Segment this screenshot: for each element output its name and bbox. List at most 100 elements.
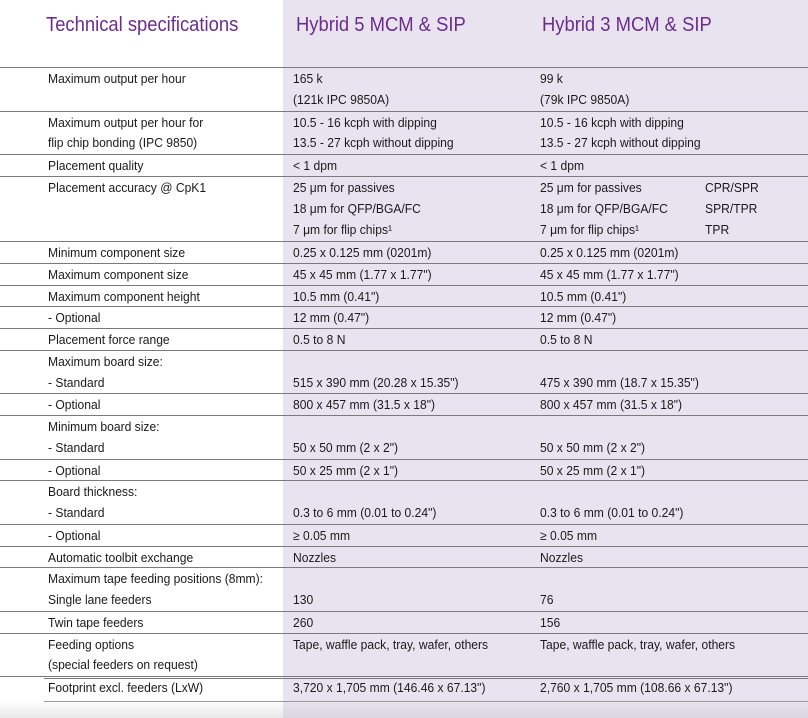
spec-row: Minimum component size 0.25 x 0.125 mm (0… bbox=[0, 241, 808, 263]
hybrid-5-value: 165 k bbox=[293, 71, 323, 86]
table-end-rule bbox=[44, 701, 808, 702]
spec-label: Minimum board size: bbox=[48, 419, 160, 434]
hybrid-5-value: 10.5 - 16 kcph with dipping bbox=[293, 114, 437, 130]
spec-label: Maximum output per hour for bbox=[48, 114, 204, 130]
spec-row: Maximum component size 45 x 45 mm (1.77 x… bbox=[0, 262, 808, 285]
hybrid-5-value: 0.25 x 0.125 mm (0201m) bbox=[293, 245, 432, 260]
accuracy-head-note: CPR/SPR bbox=[705, 179, 759, 195]
spec-row: Board thickness: bbox=[0, 480, 808, 502]
hybrid-3-value: ≥ 0.05 mm bbox=[540, 527, 598, 543]
page-bottom-shadow bbox=[0, 700, 808, 718]
hybrid-3-value: Nozzles bbox=[540, 549, 584, 565]
hybrid-5-value: 260 bbox=[293, 614, 314, 630]
spec-label: Single lane feeders bbox=[48, 592, 152, 607]
spec-row: Maximum component height 10.5 mm (0.41") 1… bbox=[0, 284, 808, 307]
spec-row: Maximum output per hour 165 k 99 k bbox=[0, 67, 808, 89]
hybrid-5-value: 25 μm for passives bbox=[293, 179, 395, 195]
spec-label: flip chip bonding (IPC 9850) bbox=[48, 135, 198, 151]
spec-row: - Optional ≥ 0.05 mm ≥ 0.05 mm bbox=[0, 523, 808, 546]
spec-row: 18 μm for QFP/BGA/FC 18 μm for QFP/BGA/FC… bbox=[0, 198, 808, 220]
hybrid-3-value: 475 x 390 mm (18.7 x 15.35") bbox=[540, 374, 699, 390]
spec-label: - Optional bbox=[48, 310, 101, 326]
hybrid-3-value: 0.25 x 0.125 mm (0201m) bbox=[540, 245, 679, 260]
spec-label: - Standard bbox=[48, 374, 105, 390]
spec-row: - Optional 12 mm (0.47") 12 mm (0.47") bbox=[0, 306, 808, 328]
hybrid-3-value: 10.5 - 16 kcph with dipping bbox=[540, 114, 684, 130]
hybrid-3-value: 0.3 to 6 mm (0.01 to 0.24") bbox=[540, 505, 684, 520]
hybrid-3-value: < 1 dpm bbox=[540, 158, 585, 173]
spec-row: Feeding options Tape, waffle pack, tray, … bbox=[0, 632, 808, 655]
hybrid-3-value: 50 x 25 mm (2 x 1") bbox=[540, 462, 646, 478]
spec-label: Minimum component size bbox=[48, 245, 186, 260]
spec-label: Feeding options bbox=[48, 636, 135, 652]
column-header-hybrid-5: Hybrid 5 MCM & SIP bbox=[296, 14, 466, 36]
hybrid-3-value: 7 μm for flip chips¹ bbox=[540, 222, 640, 238]
hybrid-3-value: 99 k bbox=[540, 71, 563, 86]
spec-label: Maximum output per hour bbox=[48, 71, 186, 86]
spec-table-title: Technical specifications bbox=[46, 14, 239, 36]
spec-row: - Standard 50 x 50 mm (2 x 2") 50 x 50 mm … bbox=[0, 437, 808, 459]
hybrid-3-value: 13.5 - 27 kcph without dipping bbox=[540, 135, 701, 151]
spec-label: - Optional bbox=[48, 397, 101, 413]
hybrid-5-value: 13.5 - 27 kcph without dipping bbox=[293, 135, 454, 151]
hybrid-3-value: 10.5 mm (0.41") bbox=[540, 288, 627, 304]
hybrid-5-value: (121k IPC 9850A) bbox=[293, 91, 390, 107]
spec-row: Minimum board size: bbox=[0, 415, 808, 437]
spec-label: (special feeders on request) bbox=[48, 657, 198, 673]
hybrid-5-value: Tape, waffle pack, tray, wafer, others bbox=[293, 636, 489, 652]
hybrid-3-value: 12 mm (0.47") bbox=[540, 310, 617, 326]
spec-row: Footprint excl. feeders (LxW) 3,720 x 1,7… bbox=[0, 676, 808, 698]
spec-label: Footprint excl. feeders (LxW) bbox=[48, 680, 204, 695]
spec-column-shading bbox=[283, 0, 808, 718]
hybrid-5-value: 45 x 45 mm (1.77 x 1.77") bbox=[293, 266, 432, 282]
spec-label: Maximum board size: bbox=[48, 353, 163, 369]
spec-row: 7 μm for flip chips¹ 7 μm for flip chips¹… bbox=[0, 219, 808, 241]
spec-row: - Optional 50 x 25 mm (2 x 1") 50 x 25 mm … bbox=[0, 458, 808, 481]
spec-row: - Optional 800 x 457 mm (31.5 x 18") 800 x… bbox=[0, 393, 808, 415]
spec-label: Automatic toolbit exchange bbox=[48, 549, 194, 565]
hybrid-5-value: 3,720 x 1,705 mm (146.46 x 67.13") bbox=[293, 680, 486, 695]
hybrid-5-value: < 1 dpm bbox=[293, 158, 338, 173]
spec-label: Maximum component size bbox=[48, 266, 189, 282]
hybrid-5-value: 515 x 390 mm (20.28 x 15.35") bbox=[293, 374, 459, 390]
hybrid-5-value: 12 mm (0.47") bbox=[293, 310, 370, 326]
spec-label: Board thickness: bbox=[48, 484, 138, 500]
spec-row: Maximum tape feeding positions (8mm): bbox=[0, 567, 808, 589]
spec-label: Maximum component height bbox=[48, 288, 200, 304]
spec-label: - Optional bbox=[48, 462, 101, 478]
spec-row: flip chip bonding (IPC 9850) 13.5 - 27 kc… bbox=[0, 132, 808, 154]
spec-label: Maximum tape feeding positions (8mm): bbox=[48, 571, 264, 587]
hybrid-3-value: 0.5 to 8 N bbox=[540, 332, 593, 347]
spec-row: (special feeders on request) bbox=[0, 654, 808, 676]
spec-row: - Standard 0.3 to 6 mm (0.01 to 0.24") 0.3… bbox=[0, 502, 808, 524]
spec-row: Single lane feeders 130 76 bbox=[0, 589, 808, 611]
spec-row: Twin tape feeders 260 156 bbox=[0, 610, 808, 633]
spec-label: Twin tape feeders bbox=[48, 614, 144, 630]
hybrid-5-value: Nozzles bbox=[293, 549, 337, 565]
hybrid-5-value: 50 x 25 mm (2 x 1") bbox=[293, 462, 399, 478]
spec-row: Automatic toolbit exchange Nozzles Nozzles bbox=[0, 545, 808, 568]
spec-label: Placement quality bbox=[48, 158, 144, 173]
hybrid-3-value: 25 μm for passives bbox=[540, 179, 642, 195]
column-header-hybrid-3: Hybrid 3 MCM & SIP bbox=[542, 14, 712, 36]
spec-row: - Standard 515 x 390 mm (20.28 x 15.35") 4… bbox=[0, 372, 808, 394]
hybrid-5-value: 0.5 to 8 N bbox=[293, 332, 346, 347]
hybrid-5-value: 800 x 457 mm (31.5 x 18") bbox=[293, 397, 436, 413]
spec-row: Placement quality < 1 dpm < 1 dpm bbox=[0, 154, 808, 176]
hybrid-3-value: 800 x 457 mm (31.5 x 18") bbox=[540, 397, 683, 413]
hybrid-3-value: Tape, waffle pack, tray, wafer, others bbox=[540, 636, 736, 652]
hybrid-5-value: 18 μm for QFP/BGA/FC bbox=[293, 200, 421, 216]
hybrid-3-value: 18 μm for QFP/BGA/FC bbox=[540, 200, 668, 216]
hybrid-3-value: 76 bbox=[540, 592, 554, 607]
hybrid-3-value: (79k IPC 9850A) bbox=[540, 91, 630, 107]
accuracy-head-note: TPR bbox=[705, 222, 730, 238]
spec-label: Placement accuracy @ CpK1 bbox=[48, 179, 207, 195]
hybrid-5-value: ≥ 0.05 mm bbox=[293, 527, 351, 543]
spec-row: Maximum board size: bbox=[0, 349, 808, 372]
spec-row: (121k IPC 9850A) (79k IPC 9850A) bbox=[0, 89, 808, 111]
spec-row: Maximum output per hour for 10.5 - 16 kcp… bbox=[0, 110, 808, 133]
table-bottom-rule bbox=[44, 678, 808, 679]
hybrid-5-value: 0.3 to 6 mm (0.01 to 0.24") bbox=[293, 505, 437, 520]
hybrid-3-value: 2,760 x 1,705 mm (108.66 x 67.13") bbox=[540, 680, 733, 695]
hybrid-5-value: 50 x 50 mm (2 x 2") bbox=[293, 439, 399, 455]
